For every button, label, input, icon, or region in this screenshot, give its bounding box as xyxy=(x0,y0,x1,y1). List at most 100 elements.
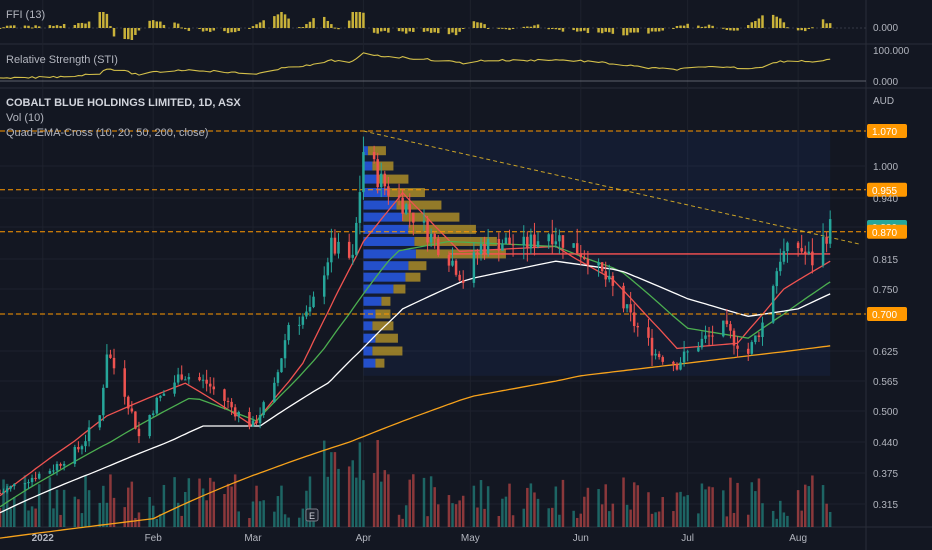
candle-body-144 xyxy=(711,335,714,337)
ffi-bar-39 xyxy=(187,28,191,31)
ffi-bar-81 xyxy=(401,28,404,32)
time-axis[interactable]: 2022 Feb Mar Apr May Jun Jul Aug xyxy=(32,533,807,544)
ffi-bar-149 xyxy=(736,28,739,31)
price-axis[interactable]: 0.315 0.375 0.440 0.500 0.565 0.625 0.750 0.815… xyxy=(873,162,898,511)
volume-bar-131 xyxy=(650,513,654,527)
candle-body-121 xyxy=(600,262,604,272)
time-tick-0: 2022 xyxy=(32,533,55,544)
candle-body-75 xyxy=(372,152,376,160)
candle-body-130 xyxy=(647,327,650,338)
volume-bar-148 xyxy=(732,512,736,527)
volume-bar-31 xyxy=(151,505,155,527)
candle-body-95 xyxy=(472,252,476,283)
time-tick-4: May xyxy=(461,533,480,544)
candle-body-86 xyxy=(426,220,429,243)
time-tick-5: Jun xyxy=(573,533,589,544)
symbol-title[interactable]: COBALT BLUE HOLDINGS LIMITED, 1D, ASX xyxy=(6,97,241,109)
ffi-bar-124 xyxy=(611,28,615,34)
volume-bar-130 xyxy=(647,492,650,527)
ffi-bar-49 xyxy=(237,28,240,31)
ffi-bar-164 xyxy=(811,27,814,29)
ffi-bar-20 xyxy=(98,12,102,28)
volume-bar-86 xyxy=(426,516,429,527)
level-label-4: 0.700 xyxy=(872,310,897,321)
candle-body-106 xyxy=(526,236,529,249)
candle-body-50 xyxy=(248,412,251,427)
candle-body-72 xyxy=(355,222,358,255)
candle-body-55 xyxy=(273,382,276,403)
candle-body-37 xyxy=(180,374,183,380)
sti-label[interactable]: Relative Strength (STI) xyxy=(6,54,118,66)
candle-body-158 xyxy=(782,251,786,262)
currency-label: AUD xyxy=(873,96,894,107)
time-tick-7: Aug xyxy=(789,533,807,544)
volume-bar-167 xyxy=(828,511,832,527)
candle-body-1 xyxy=(2,491,5,494)
ffi-bar-86 xyxy=(426,28,429,32)
candle-body-122 xyxy=(604,271,607,280)
ffi-bar-74 xyxy=(362,12,365,28)
volume-bar-10 xyxy=(48,477,52,527)
earnings-marker-label: E xyxy=(309,511,315,521)
candle-body-17 xyxy=(80,446,84,450)
earnings-marker[interactable] xyxy=(305,508,319,522)
ema-cross-label[interactable]: Quad-EMA-Cross (10, 20, 50, 200, close) xyxy=(6,127,208,139)
time-tick-2: Mar xyxy=(244,533,262,544)
volume-bar-120 xyxy=(597,489,600,527)
ffi-bar-4 xyxy=(13,25,16,28)
ffi-bar-72 xyxy=(355,12,358,28)
candle-body-112 xyxy=(554,241,558,245)
ffi-bar-64 xyxy=(312,18,315,28)
volume-bar-165 xyxy=(821,485,825,527)
ffi-bar-27 xyxy=(130,28,134,40)
volume-bar-97 xyxy=(479,480,483,527)
ffi-bar-106 xyxy=(526,26,529,28)
ffi-bar-98 xyxy=(483,24,486,28)
candle-body-19 xyxy=(87,427,91,442)
volume-bar-49 xyxy=(237,511,240,527)
ffi-bar-140 xyxy=(697,25,700,28)
candle-body-92 xyxy=(454,260,458,275)
price-tick-5: 0.625 xyxy=(873,347,898,358)
ffi-bar-2 xyxy=(5,25,9,28)
candle-body-113 xyxy=(558,235,561,242)
candle-body-147 xyxy=(729,324,732,331)
ffi-bar-76 xyxy=(376,28,379,34)
ffi-label[interactable]: FFI (13) xyxy=(6,9,45,21)
vp-row-down-12 xyxy=(381,296,391,306)
volume-bar-151 xyxy=(750,482,754,527)
candle-body-108 xyxy=(533,234,536,248)
ffi-bar-150 xyxy=(746,25,750,28)
candle-body-111 xyxy=(551,234,554,245)
vp-row-up-6 xyxy=(363,224,409,234)
candle-body-23 xyxy=(109,354,112,358)
ffi-bar-85 xyxy=(422,28,426,32)
ffi-bar-121 xyxy=(600,28,604,34)
volume-bar-82 xyxy=(404,505,408,527)
ffi-bar-132 xyxy=(654,28,657,32)
vp-row-up-9 xyxy=(363,261,409,271)
level-label-bg-3 xyxy=(867,224,907,239)
volume-bar-141 xyxy=(700,483,704,527)
candle-body-137 xyxy=(679,362,682,370)
volume-bar-110 xyxy=(547,508,550,527)
candle-body-35 xyxy=(173,382,176,394)
level-label-1: 0.955 xyxy=(872,186,897,197)
ffi-bar-113 xyxy=(558,28,561,30)
volume-bar-67 xyxy=(330,452,333,527)
candle-body-129 xyxy=(636,325,640,328)
candle-body-36 xyxy=(176,374,180,383)
volume-bar-66 xyxy=(326,476,330,527)
candle-body-88 xyxy=(433,233,436,239)
price-tick-2: 0.440 xyxy=(873,438,898,449)
volume-bar-81 xyxy=(401,518,404,527)
candle-body-76 xyxy=(376,159,379,188)
vp-row-up-1 xyxy=(363,161,373,171)
ffi-bar-99 xyxy=(486,28,490,29)
ffi-bar-97 xyxy=(479,22,483,28)
volume-bar-68 xyxy=(333,452,337,527)
volume-label[interactable]: Vol (10) xyxy=(6,112,44,124)
volume-bar-137 xyxy=(679,491,682,527)
